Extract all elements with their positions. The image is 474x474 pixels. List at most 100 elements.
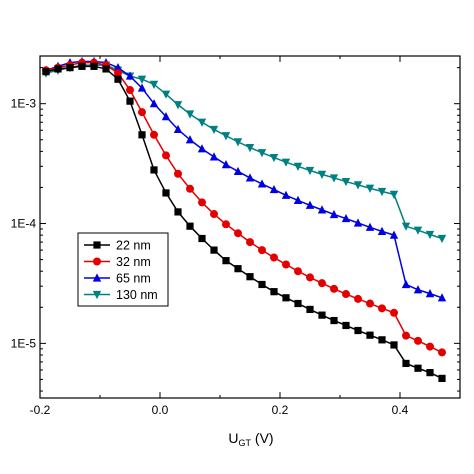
data-point-22-nm xyxy=(294,299,302,308)
data-point-22-nm xyxy=(114,75,122,83)
data-point-32-nm xyxy=(438,348,446,357)
data-point-65-nm xyxy=(149,99,159,108)
data-point-130-nm xyxy=(209,125,219,135)
data-point-22-nm xyxy=(90,62,98,70)
data-point-22-nm xyxy=(246,273,254,281)
data-point-32-nm xyxy=(366,299,374,308)
data-point-65-nm xyxy=(305,200,315,209)
legend-label: 32 nm xyxy=(116,255,151,269)
data-point-22-nm xyxy=(138,131,146,139)
data-point-65-nm xyxy=(377,226,387,235)
data-point-65-nm xyxy=(389,230,399,239)
data-point-65-nm xyxy=(221,160,231,169)
y-tick-label: 1E-3 xyxy=(11,97,37,111)
series-22-nm xyxy=(42,62,446,383)
legend-entry-65-nm: 65 nm xyxy=(84,272,151,286)
legend-label: 22 nm xyxy=(116,239,151,253)
series-layer xyxy=(41,56,447,383)
data-point-22-nm xyxy=(318,311,326,319)
data-point-130-nm xyxy=(245,144,255,153)
data-point-22-nm xyxy=(390,341,398,349)
x-axis-title: UGT (V) xyxy=(228,430,273,448)
data-point-22-nm xyxy=(366,331,374,339)
x-tick-label: 0.0 xyxy=(152,403,169,417)
data-point-65-nm xyxy=(317,205,327,214)
data-point-22-nm xyxy=(54,65,62,73)
data-point-130-nm xyxy=(365,184,375,193)
data-point-22-nm xyxy=(438,374,446,383)
legend-entry-32-nm: 32 nm xyxy=(84,255,151,269)
data-point-130-nm xyxy=(413,226,423,235)
data-point-32-nm xyxy=(318,279,326,288)
data-point-32-nm xyxy=(222,220,230,229)
data-point-130-nm xyxy=(281,158,291,167)
data-point-65-nm xyxy=(173,124,183,134)
data-point-130-nm xyxy=(341,177,351,187)
data-point-32-nm xyxy=(210,210,218,219)
series-line-65-nm xyxy=(45,60,443,299)
data-point-130-nm xyxy=(305,166,315,176)
data-point-32-nm xyxy=(294,267,302,276)
data-point-32-nm xyxy=(258,246,266,255)
data-point-65-nm xyxy=(269,184,279,194)
data-point-65-nm xyxy=(293,195,303,204)
data-point-32-nm xyxy=(138,108,146,117)
data-point-65-nm xyxy=(209,152,219,161)
data-point-32-nm xyxy=(150,130,158,139)
x-tick-label: 0.2 xyxy=(272,403,289,417)
data-point-22-nm xyxy=(78,62,86,70)
series-65-nm xyxy=(41,56,447,302)
data-point-32-nm xyxy=(414,336,422,345)
data-point-22-nm xyxy=(198,234,206,243)
data-point-22-nm xyxy=(102,65,110,73)
data-point-22-nm xyxy=(210,246,218,254)
data-point-22-nm xyxy=(162,189,170,197)
data-point-22-nm xyxy=(222,257,230,265)
data-point-65-nm xyxy=(185,135,195,144)
data-point-22-nm xyxy=(354,326,362,335)
data-point-130-nm xyxy=(185,110,195,119)
data-point-65-nm xyxy=(257,179,267,188)
data-point-22-nm xyxy=(342,321,350,330)
data-point-130-nm xyxy=(425,230,435,240)
data-point-22-nm xyxy=(402,359,410,368)
data-point-65-nm xyxy=(401,279,411,289)
data-point-32-nm xyxy=(378,304,386,313)
data-point-32-nm xyxy=(234,229,242,238)
plot-area-border xyxy=(39,55,461,399)
data-point-22-nm xyxy=(174,208,182,216)
data-point-22-nm xyxy=(42,68,50,76)
series-line-130-nm xyxy=(45,64,443,240)
x-axis-title-subscript: GT xyxy=(239,438,252,448)
data-point-32-nm xyxy=(342,290,350,299)
series-32-nm xyxy=(42,58,446,357)
data-point-22-nm xyxy=(66,64,74,72)
data-point-130-nm xyxy=(353,181,363,190)
data-point-130-nm xyxy=(137,75,147,84)
data-point-65-nm xyxy=(125,71,135,80)
data-point-130-nm xyxy=(329,174,339,183)
legend-marker xyxy=(93,257,101,266)
y-tick-label: 1E-4 xyxy=(11,217,37,231)
data-point-32-nm xyxy=(246,238,254,247)
data-point-32-nm xyxy=(402,331,410,340)
data-point-32-nm xyxy=(330,284,338,293)
data-point-130-nm xyxy=(173,101,183,110)
data-point-65-nm xyxy=(233,166,243,176)
legend: 22 nm 32 nm 65 nm 130 nm xyxy=(77,232,169,307)
data-point-130-nm xyxy=(293,162,303,171)
data-point-65-nm xyxy=(281,190,291,199)
data-point-32-nm xyxy=(114,69,122,78)
x-axis-title-main: U xyxy=(228,430,238,446)
data-point-22-nm xyxy=(306,305,314,314)
data-point-22-nm xyxy=(330,316,338,325)
data-point-22-nm xyxy=(282,294,290,302)
series-line-22-nm xyxy=(45,65,443,380)
data-point-65-nm xyxy=(137,83,147,92)
series-line-32-nm xyxy=(45,61,443,354)
legend-label: 65 nm xyxy=(116,272,151,286)
legend-marker xyxy=(92,290,102,300)
data-point-32-nm xyxy=(390,308,398,317)
data-point-65-nm xyxy=(113,63,123,72)
data-point-65-nm xyxy=(365,222,375,231)
